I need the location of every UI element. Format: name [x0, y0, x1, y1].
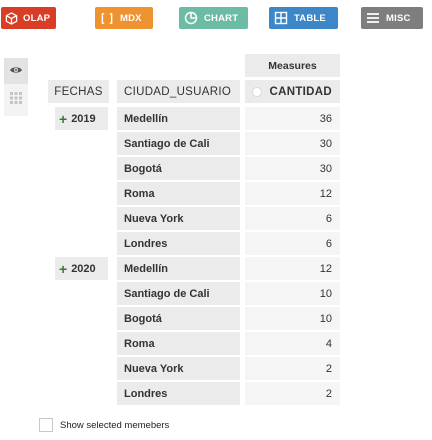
- mdx-label: MDX: [120, 12, 142, 24]
- eye-icon: [9, 62, 23, 80]
- table-row-value: 6: [245, 232, 340, 255]
- mdx-button[interactable]: MDX: [95, 7, 153, 29]
- cube-icon: [5, 10, 18, 26]
- table-row-city: Londres: [117, 232, 240, 255]
- table-row-city: Bogotá: [117, 157, 240, 180]
- expand-icon[interactable]: +: [59, 260, 68, 277]
- table-row-value: 10: [245, 307, 340, 330]
- table-row-city: Santiago de Cali: [117, 282, 240, 305]
- table-button[interactable]: TABLE: [269, 7, 338, 29]
- year-label: 2020: [71, 262, 96, 275]
- menu-icon: [365, 10, 381, 26]
- side-panel: [4, 58, 28, 122]
- year-2019-header[interactable]: + 2019: [55, 107, 108, 130]
- cantidad-label: CANTIDAD: [269, 85, 332, 98]
- year-2020-header[interactable]: + 2020: [55, 257, 108, 280]
- table-row-value: 4: [245, 332, 340, 355]
- table-row-city: Medellín: [117, 107, 240, 130]
- misc-button[interactable]: MISC: [361, 7, 423, 29]
- year-label: 2019: [71, 112, 96, 125]
- olap-label: OLAP: [23, 12, 51, 24]
- misc-label: MISC: [386, 12, 411, 24]
- table-row-value: 6: [245, 207, 340, 230]
- olap-button[interactable]: OLAP: [1, 7, 56, 29]
- table-row-city: Roma: [117, 182, 240, 205]
- table-row-value: 2: [245, 357, 340, 380]
- sort-icon[interactable]: [252, 87, 262, 97]
- show-selected-checkbox[interactable]: [39, 418, 53, 432]
- chart-button[interactable]: CHART: [179, 7, 248, 29]
- table-row-value: 12: [245, 182, 340, 205]
- measures-header: Measures: [245, 54, 340, 77]
- table-icon: [273, 10, 289, 26]
- table-row-city: Nueva York: [117, 207, 240, 230]
- table-row-city: Santiago de Cali: [117, 132, 240, 155]
- table-row-city: Bogotá: [117, 307, 240, 330]
- grid-toggle[interactable]: [4, 84, 28, 116]
- table-row-value: 10: [245, 282, 340, 305]
- pie-chart-icon: [183, 10, 199, 26]
- show-selected-label: Show selected memebers: [60, 419, 170, 431]
- show-selected-members[interactable]: Show selected memebers: [39, 418, 169, 432]
- table-row-value: 36: [245, 107, 340, 130]
- table-row-city: Nueva York: [117, 357, 240, 380]
- grid-icon: [9, 91, 23, 110]
- table-row-city: Londres: [117, 382, 240, 405]
- table-row-value: 2: [245, 382, 340, 405]
- table-row-value: 30: [245, 157, 340, 180]
- chart-label: CHART: [204, 12, 239, 24]
- cantidad-header[interactable]: CANTIDAD: [245, 80, 340, 103]
- table-label: TABLE: [294, 12, 326, 24]
- table-row-value: 12: [245, 257, 340, 280]
- ciudad-usuario-header[interactable]: CIUDAD_USUARIO: [117, 80, 240, 103]
- table-row-city: Roma: [117, 332, 240, 355]
- fechas-header[interactable]: FECHAS: [48, 80, 109, 103]
- eye-toggle[interactable]: [4, 58, 28, 84]
- table-row-value: 30: [245, 132, 340, 155]
- expand-icon[interactable]: +: [59, 110, 68, 127]
- table-row-city: Medellín: [117, 257, 240, 280]
- brackets-icon: [99, 10, 115, 26]
